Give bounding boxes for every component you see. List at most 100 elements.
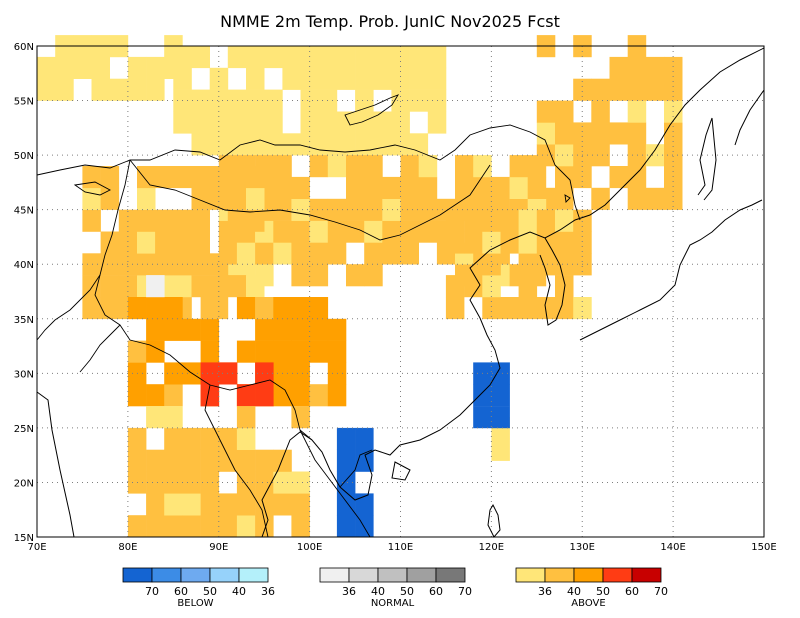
prob-cell-above (227, 133, 247, 156)
prob-cell-above (291, 318, 310, 341)
prob-cell-above (664, 166, 683, 189)
prob-cell-above (218, 427, 238, 450)
prob-cell-above (400, 242, 419, 265)
prob-cell-above (355, 67, 374, 90)
prob-cell-above (73, 56, 92, 79)
prob-cell-above (573, 297, 592, 320)
prob-cell-above (355, 46, 374, 69)
prob-cell-above (146, 406, 165, 429)
prob-cell-above (246, 89, 265, 112)
prob-cell-above (300, 89, 319, 112)
prob-cell-above (500, 297, 519, 320)
prob-cell-above (336, 111, 356, 134)
prob-cell-below (336, 493, 356, 516)
prob-cell-above (627, 78, 647, 101)
prob-cell-above (146, 515, 165, 538)
prob-cell-above (255, 318, 274, 341)
prob-cell-above (182, 515, 201, 538)
prob-cell-above (645, 187, 665, 210)
prob-cell-above (227, 187, 247, 210)
prob-cell-above (645, 78, 665, 101)
prob-cell-above (236, 384, 256, 407)
legend-value-above: 50 (596, 585, 610, 598)
prob-cell-above (300, 111, 319, 134)
legend-value-above: 36 (538, 585, 552, 598)
prob-cell-above (236, 242, 256, 265)
prob-cell-above (218, 515, 238, 538)
prob-cell-above (146, 78, 165, 101)
legend-value-below: 60 (174, 585, 188, 598)
x-tick-label: 150E (751, 542, 776, 553)
border-china-west (94, 159, 313, 441)
prob-cell-above (91, 78, 110, 101)
prob-cell-above (218, 362, 238, 385)
prob-cell-above (327, 155, 347, 178)
x-tick-label: 110E (388, 542, 413, 553)
coastlines (36, 47, 765, 538)
prob-cell-below (336, 449, 356, 472)
prob-cell-above (82, 187, 101, 210)
legend-swatch-below (209, 567, 240, 583)
prob-cell-above (318, 133, 338, 156)
prob-cell-above (255, 242, 274, 265)
prob-cell-above (273, 297, 292, 320)
prob-cell-above (391, 111, 410, 134)
prob-cell-below (336, 427, 356, 450)
prob-cell-above (282, 46, 301, 69)
legend-label-below: BELOW (177, 598, 213, 609)
legend-label-above: ABOVE (571, 598, 605, 609)
legend-value-above: 40 (567, 585, 581, 598)
legend-swatch-above (631, 567, 662, 583)
prob-cell-above (491, 176, 510, 199)
prob-cell-above (37, 56, 56, 79)
prob-cell-above (264, 89, 283, 112)
prob-cell-above (664, 56, 683, 79)
prob-cell-above (55, 78, 74, 101)
prob-cell-above (645, 144, 665, 167)
prob-cell-above (445, 209, 465, 232)
prob-cell-above (309, 318, 329, 341)
prob-cell-above (482, 209, 501, 232)
prob-cell-above (555, 297, 574, 320)
prob-cell-above (336, 46, 356, 69)
prob-cell-above (373, 46, 392, 69)
legend-swatch-above (602, 567, 633, 583)
prob-cell-above (82, 297, 101, 320)
prob-cell-above (364, 264, 383, 287)
prob-cell-above (273, 220, 292, 243)
prob-cell-above (127, 340, 147, 363)
prob-cell-above (127, 449, 147, 472)
prob-cell-above (591, 78, 610, 101)
prob-cell-above (273, 493, 292, 516)
legend-swatch-above (573, 567, 604, 583)
prob-cell-above (627, 144, 647, 167)
prob-cell-above (309, 242, 329, 265)
prob-cell-above (100, 253, 120, 276)
legend-swatch-normal (406, 567, 437, 583)
prob-cell-above (164, 318, 183, 341)
prob-cell-above (191, 133, 210, 156)
prob-cell-above (336, 133, 356, 156)
prob-cell-above (536, 100, 556, 123)
prob-cell-above (255, 471, 274, 494)
prob-cell-above (382, 176, 401, 199)
prob-cell-above (255, 340, 274, 363)
prob-cell-above (527, 155, 547, 178)
y-tick-label: 35N (14, 315, 34, 326)
lakes (73, 94, 571, 203)
prob-cell-above (37, 78, 56, 101)
prob-cell-above (364, 220, 383, 243)
prob-cell-above (627, 122, 647, 145)
prob-cell-above (209, 187, 229, 210)
prob-cell-above (555, 122, 574, 145)
legend-value-normal: 60 (429, 585, 443, 598)
prob-cell-normal (146, 275, 165, 298)
prob-cell-above (355, 111, 374, 134)
x-tick-label: 90E (209, 542, 228, 553)
prob-cell-above (218, 493, 238, 516)
prob-cell-above (418, 220, 438, 243)
prob-cell-above (373, 133, 392, 156)
prob-cell-above (609, 56, 628, 79)
prob-cell-above (127, 427, 147, 450)
prob-cell-above (164, 406, 183, 429)
